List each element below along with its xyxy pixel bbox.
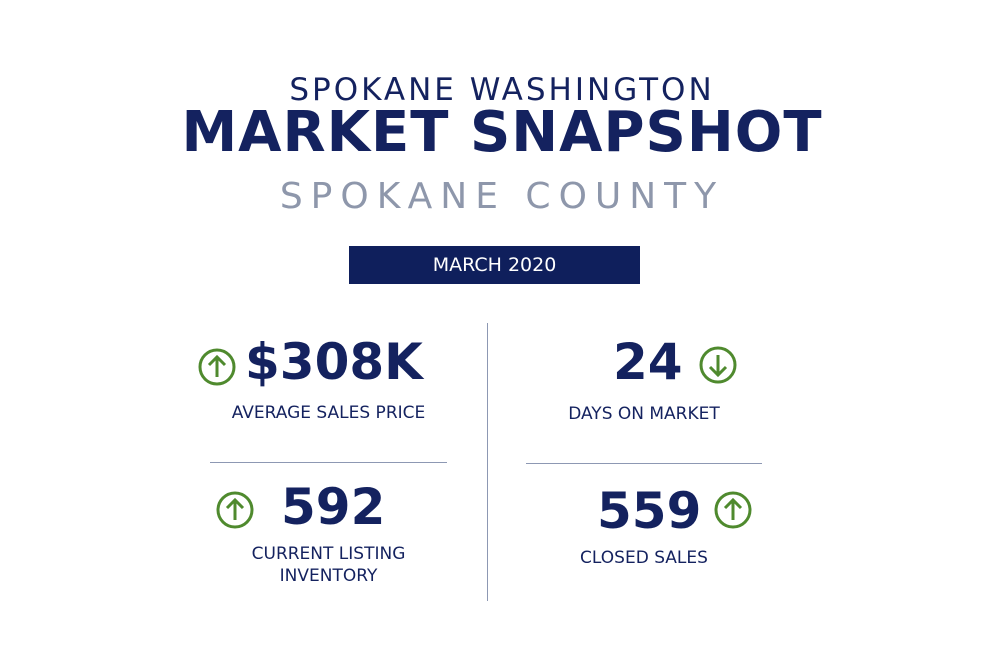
- arrow-up-circle-icon: [216, 491, 254, 529]
- days-on-market-value: 24: [613, 333, 683, 391]
- divider-left: [210, 462, 447, 463]
- days-on-market-label: DAYS ON MARKET: [568, 404, 720, 424]
- listing-inventory-value: 592: [281, 478, 386, 536]
- vertical-divider: [487, 323, 488, 601]
- arrow-down-circle-icon: [699, 346, 737, 384]
- closed-sales-label: CLOSED SALES: [580, 548, 708, 568]
- closed-sales-value: 559: [597, 482, 702, 540]
- listing-inventory-label: CURRENT LISTING INVENTORY: [210, 543, 447, 587]
- date-badge: MARCH 2020: [349, 246, 640, 284]
- subtitle-county: SPOKANE COUNTY: [279, 176, 725, 217]
- arrow-up-circle-icon: [714, 491, 752, 529]
- divider-right: [526, 463, 762, 464]
- avg-sales-price-label: AVERAGE SALES PRICE: [231, 403, 426, 423]
- arrow-up-circle-icon: [198, 348, 236, 386]
- avg-sales-price-value: $308K: [245, 333, 423, 391]
- page-title: MARKET SNAPSHOT: [181, 100, 823, 165]
- label-line: INVENTORY: [279, 566, 378, 586]
- label-line: CURRENT LISTING: [251, 544, 406, 564]
- title-location: SPOKANE WASHINGTON: [289, 72, 715, 108]
